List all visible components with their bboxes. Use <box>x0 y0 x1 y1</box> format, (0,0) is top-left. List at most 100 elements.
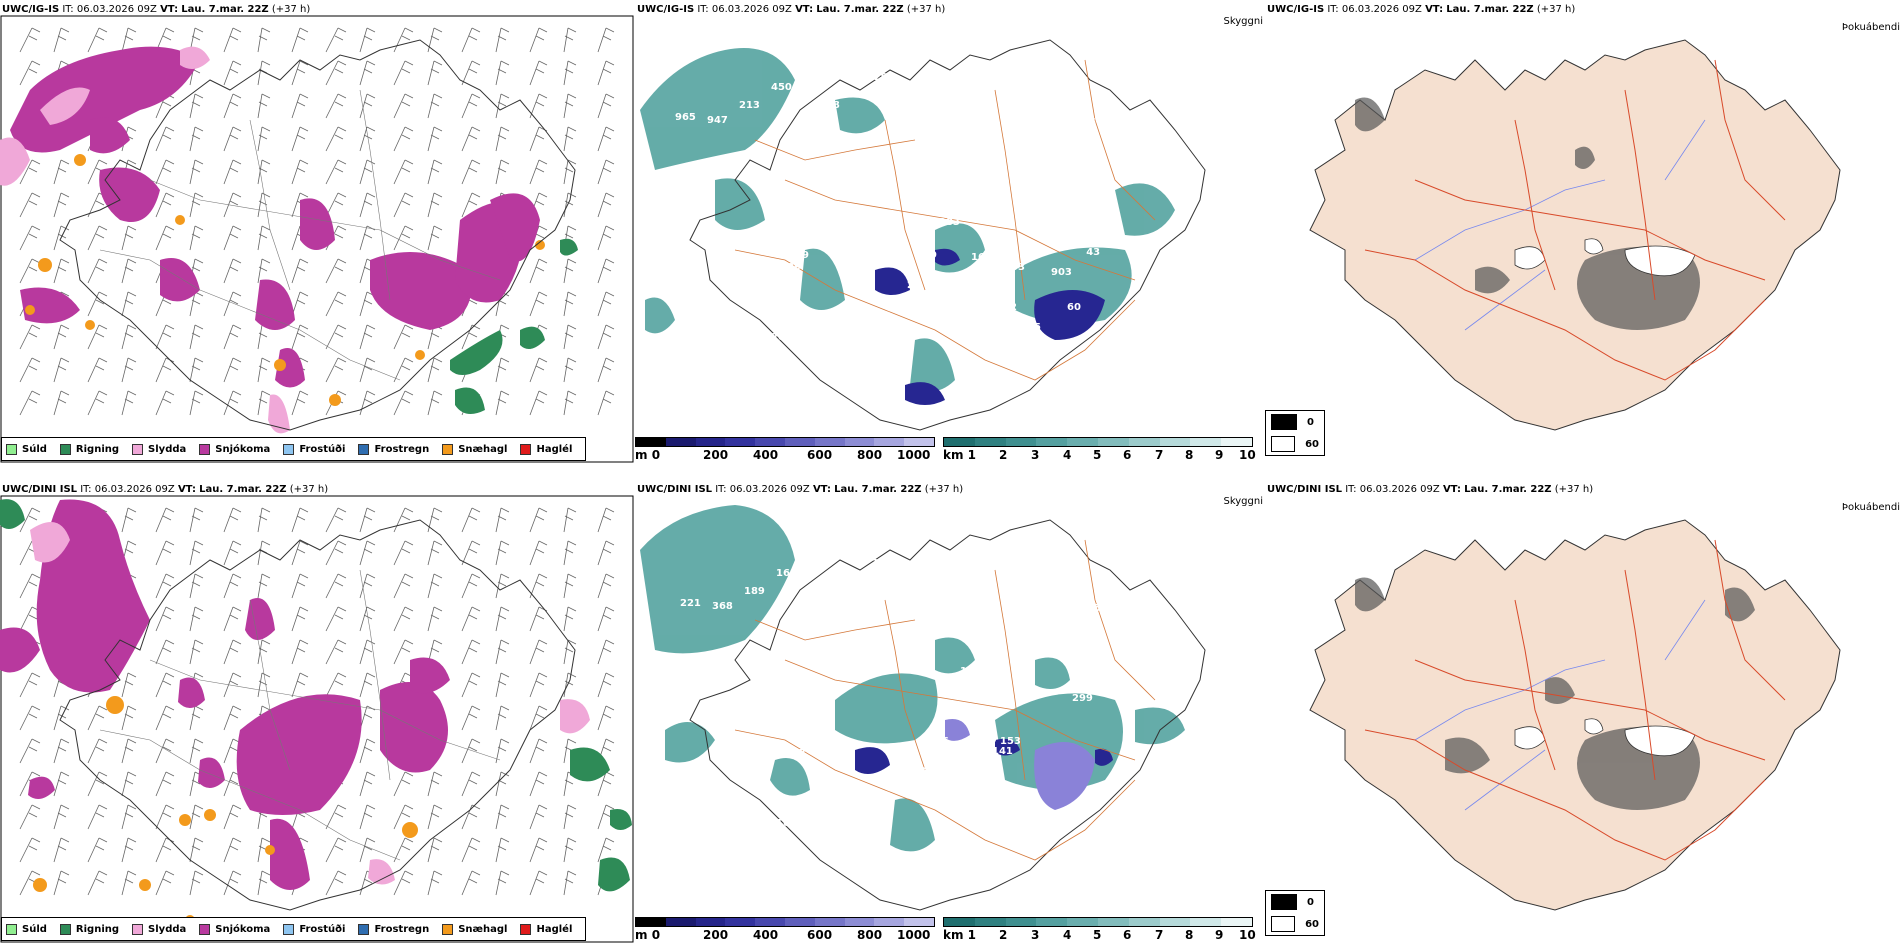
ceiling-label: 221 <box>680 598 701 609</box>
wind-barb <box>189 738 204 764</box>
legend-swatch <box>132 923 144 935</box>
wind-barb <box>189 705 204 731</box>
wind-barb <box>19 324 41 350</box>
iceland-land <box>1309 39 1841 431</box>
wind-barb <box>325 804 347 830</box>
legend-item: Súld <box>6 443 47 455</box>
ceiling-label: 148 <box>944 770 965 781</box>
wind-barb <box>223 540 242 566</box>
wind-barb <box>325 357 347 383</box>
ceiling-label: 43 <box>1086 247 1100 258</box>
legend-item: Frostúði <box>283 443 345 455</box>
row2-cloud-title: Skyggni <box>1223 496 1263 507</box>
wind-barb <box>291 507 309 533</box>
wind-barb <box>359 225 376 251</box>
wind-barb <box>257 225 271 251</box>
ceiling-label: 153 <box>1000 736 1021 747</box>
wind-barb <box>325 291 347 317</box>
wind-barb <box>359 93 376 119</box>
wind-barb <box>223 357 242 383</box>
wind-barb <box>53 258 70 284</box>
distance-colorbar: km 1 2 3 4 5 6 7 8 9 10 <box>943 437 1256 462</box>
wind-barb <box>563 870 577 896</box>
wind-barb <box>223 639 242 665</box>
wind-barb <box>529 639 548 665</box>
wind-barb <box>563 639 577 665</box>
wind-barb <box>87 258 108 284</box>
ceiling-label: 79 <box>923 250 937 261</box>
wind-barb <box>291 540 309 566</box>
wind-barb <box>427 93 443 119</box>
wind-barb <box>257 507 271 533</box>
wind-barb <box>597 639 615 665</box>
wind-barb <box>223 804 242 830</box>
wind-barb <box>359 672 376 698</box>
legend-swatch <box>6 923 17 935</box>
wind-barb <box>461 738 481 764</box>
precip-type-legend: Súld Rigning Slydda Snjókoma Frostúði Fr… <box>1 437 587 461</box>
wind-barb <box>495 672 510 698</box>
wind-barb <box>529 771 548 797</box>
ceiling-label: 89 <box>795 250 809 261</box>
wind-barb <box>53 159 70 185</box>
iceland-outline-cloud-2 <box>689 519 1206 911</box>
wind-barb <box>19 507 41 533</box>
wind-barb <box>155 804 175 830</box>
row1-precip-type-map: UWC/IG-IS IT: 06.03.2026 09Z VT: Lau. 7.… <box>0 0 635 470</box>
wind-barb <box>189 225 204 251</box>
wind-barb <box>529 60 548 86</box>
wind-barb <box>563 27 577 53</box>
distance-color-step <box>1097 918 1129 926</box>
wind-barb <box>291 573 309 599</box>
wind-barb <box>189 159 204 185</box>
wind-barb <box>495 390 510 416</box>
legend-item: Snæhagl <box>442 923 507 935</box>
wind-barb <box>563 573 577 599</box>
wind-barb <box>189 93 204 119</box>
wind-barb <box>495 27 510 53</box>
wind-barb <box>121 672 137 698</box>
wind-barb <box>359 324 376 350</box>
wind-barb <box>223 225 242 251</box>
rain-areas <box>450 238 578 414</box>
wind-barb <box>121 357 137 383</box>
wind-barb <box>495 837 510 863</box>
wind-barb <box>393 60 414 86</box>
wind-barb <box>189 606 204 632</box>
ceiling-label: 800 <box>795 67 816 78</box>
height-colorbar: m 0 200 400 600 800 1000 <box>635 437 935 462</box>
ceiling-label: 48 <box>995 250 1009 261</box>
wind-barb <box>495 705 510 731</box>
wind-barb <box>563 606 577 632</box>
legend-item: Slydda <box>132 923 186 935</box>
wind-barb <box>393 357 414 383</box>
wind-barb <box>87 804 108 830</box>
wind-barb <box>359 639 376 665</box>
wind-barb <box>427 804 443 830</box>
wind-barb <box>223 606 242 632</box>
ice-pellet-areas <box>25 154 545 406</box>
wind-barb <box>121 738 137 764</box>
wind-barb <box>223 291 242 317</box>
wind-barb <box>427 870 443 896</box>
wind-barb <box>257 159 271 185</box>
wind-barb <box>597 192 615 218</box>
ceiling-label: 141 <box>992 746 1013 757</box>
wind-barb <box>291 159 309 185</box>
wind-barb <box>563 291 577 317</box>
wind-barb <box>427 540 443 566</box>
ceiling-label: 57 <box>792 748 806 759</box>
ceiling-label: 93 <box>1008 788 1022 799</box>
wind-barb <box>495 606 510 632</box>
iceland-land-2 <box>1309 519 1841 911</box>
wind-barb <box>461 93 481 119</box>
row1-header: UWC/IG-IS IT: 06.03.2026 09Z VT: Lau. 7.… <box>2 4 311 15</box>
wind-barb <box>155 324 175 350</box>
wind-barb <box>359 60 376 86</box>
distance-color-step <box>944 438 975 446</box>
iceland-outline <box>59 39 576 431</box>
wind-barb <box>291 390 309 416</box>
wind-barb <box>155 540 175 566</box>
wind-barb <box>427 606 443 632</box>
